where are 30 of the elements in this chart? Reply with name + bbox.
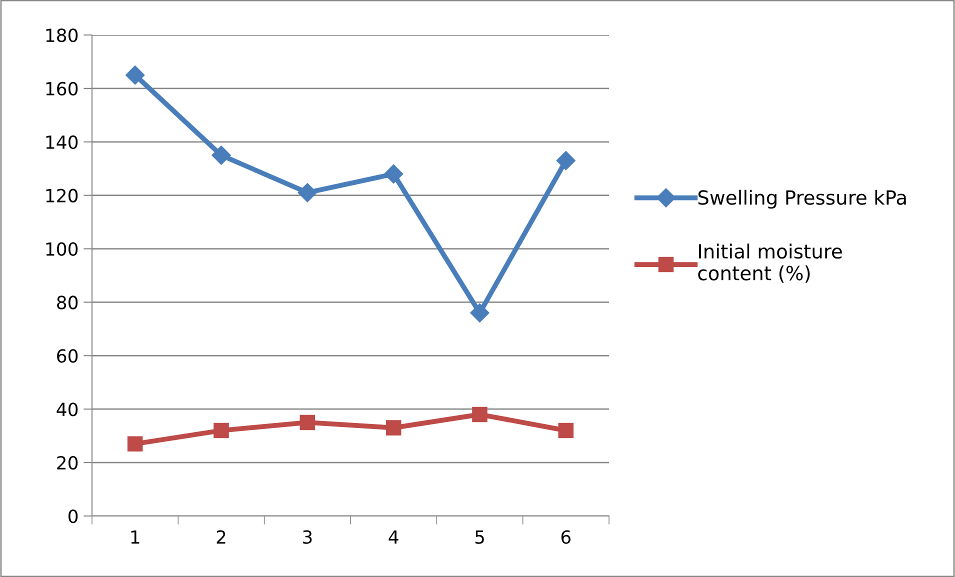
y-tick-label: 180 bbox=[46, 28, 78, 42]
y-tick-label: 140 bbox=[46, 135, 78, 150]
point bbox=[386, 420, 402, 436]
y-tick-label: 160 bbox=[46, 82, 78, 96]
y-tick-label: 100 bbox=[46, 242, 78, 256]
x-tick-label: 6 bbox=[561, 530, 571, 544]
point bbox=[556, 151, 576, 170]
point bbox=[384, 164, 404, 184]
x-tick-label: 2 bbox=[216, 530, 226, 544]
point bbox=[558, 422, 574, 438]
x-tick-label: 3 bbox=[303, 530, 312, 544]
point bbox=[298, 183, 317, 202]
y-tick-label: 0 bbox=[68, 509, 78, 524]
y-tick-label: 60 bbox=[57, 349, 78, 363]
x-tick-label: 4 bbox=[388, 530, 398, 544]
x-tick-label: 5 bbox=[475, 530, 484, 544]
point bbox=[127, 436, 143, 452]
legend-label: Initial moisture content (%) bbox=[698, 244, 842, 283]
y-tick-label: 120 bbox=[46, 188, 78, 202]
y-tick-label: 20 bbox=[57, 456, 78, 470]
point bbox=[472, 406, 488, 422]
point bbox=[470, 303, 490, 322]
point bbox=[300, 414, 316, 430]
y-tick-label: 40 bbox=[56, 402, 78, 416]
legend-label: Swelling Pressure kPa bbox=[698, 190, 906, 209]
point bbox=[212, 146, 231, 165]
y-tick-label: 80 bbox=[57, 296, 78, 310]
point bbox=[214, 422, 229, 438]
x-tick-label: 1 bbox=[131, 530, 140, 544]
point bbox=[126, 66, 145, 85]
